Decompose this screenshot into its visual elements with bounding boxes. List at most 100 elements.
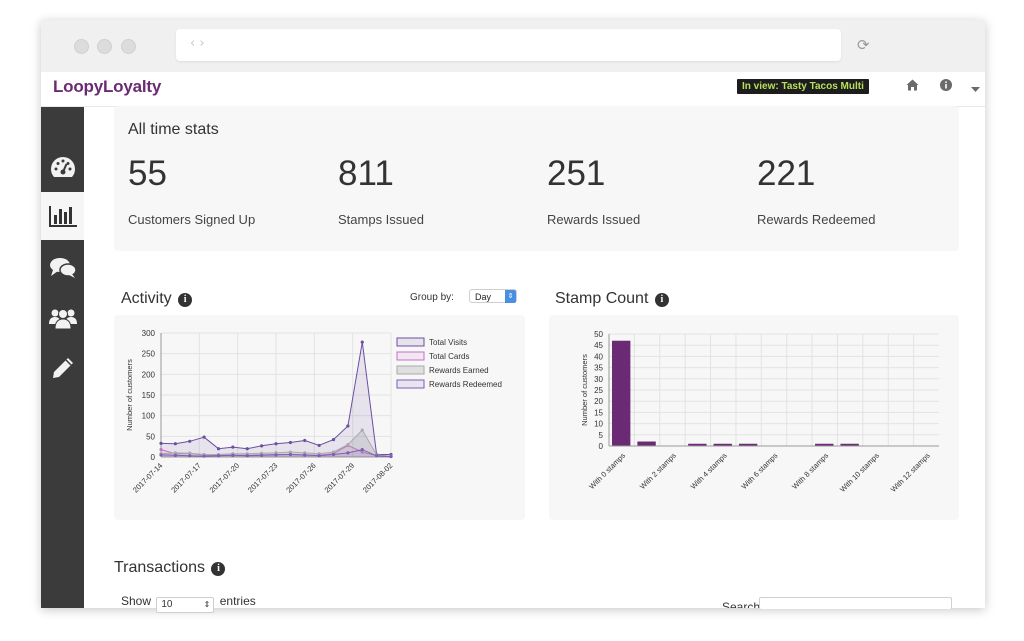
data-point <box>331 452 336 457</box>
group-by-value: Day <box>475 292 492 302</box>
x-tick-label: 2017-07-14 <box>131 461 164 494</box>
all-time-stats-title: All time stats <box>128 121 219 138</box>
data-point <box>346 443 350 447</box>
stamp-count-panel: 0 5 10 15 20 25 30 35 40 45 50 With 0 stamps With 2 … <box>549 315 959 520</box>
stamp-count-title: Stamp Count i <box>555 290 669 308</box>
activity-panel: 0 50 100 150 200 250 300 2017-07-14 2017-07-17 20… <box>114 315 525 520</box>
speedometer-icon <box>50 157 75 177</box>
series-area <box>161 430 391 457</box>
sidebar-item-edit[interactable] <box>41 344 84 392</box>
x-tick-label: 2017-08-02 <box>361 461 394 494</box>
data-point <box>173 451 177 455</box>
data-point <box>245 447 249 451</box>
logo-text-loopy: Loopy <box>53 77 103 96</box>
reload-icon[interactable]: ⟳ <box>857 36 870 54</box>
stat-value-rewards-issued: 251 <box>547 154 606 193</box>
info-icon[interactable]: i <box>654 293 669 307</box>
series-area <box>161 342 391 457</box>
data-point <box>331 450 336 454</box>
info-icon[interactable]: i <box>211 562 226 576</box>
browser-chrome: ‹ › ⟳ <box>41 20 985 73</box>
data-point <box>274 442 278 446</box>
data-point <box>360 428 364 432</box>
legend-swatch <box>396 365 425 375</box>
bar <box>815 443 834 446</box>
data-point <box>303 453 307 457</box>
group-by-label: Group by: <box>410 292 454 303</box>
data-point <box>202 454 206 458</box>
data-point <box>317 454 321 458</box>
data-point <box>346 424 350 428</box>
legend-swatch <box>396 337 425 347</box>
sidebar-item-dashboard[interactable] <box>41 143 84 191</box>
stamp-count-chart: 0 5 10 15 20 25 30 35 40 45 50 With 0 stamps With 2 … <box>580 330 939 494</box>
users-icon <box>48 309 77 329</box>
comments-icon <box>49 258 77 278</box>
logo-text-loyalty: Loyalty <box>103 77 162 96</box>
sidebar <box>41 107 84 608</box>
entries-select[interactable]: 10 ⇕ <box>156 597 215 613</box>
stat-label-rewards-redeemed: Rewards Redeemed <box>757 212 876 227</box>
data-point <box>231 445 235 449</box>
group-by-select[interactable]: Day ⇕ <box>469 289 517 303</box>
data-point <box>360 340 364 344</box>
home-icon[interactable] <box>906 79 919 95</box>
x-tick-label: 2017-07-17 <box>169 461 202 494</box>
logo[interactable]: LoopyLoyalty <box>53 77 161 97</box>
y-tick-label: 10 <box>594 420 603 429</box>
y-axis-label: Number of customers <box>125 359 134 431</box>
legend-swatch <box>396 379 425 389</box>
pencil-icon <box>52 358 73 378</box>
x-tick-label: 2017-07-20 <box>208 461 241 494</box>
sidebar-item-stats[interactable] <box>41 192 84 240</box>
window-minimize-dot[interactable] <box>97 39 112 54</box>
search-input[interactable] <box>759 597 952 609</box>
data-point <box>188 451 192 455</box>
legend-label: Rewards Redeemed <box>429 380 502 389</box>
data-point <box>346 451 350 455</box>
window-close-dot[interactable] <box>74 39 89 54</box>
entries-value: 10 <box>161 599 173 610</box>
x-tick-label: With 4 stamps <box>689 451 729 491</box>
info-icon[interactable]: i <box>178 293 193 307</box>
data-point <box>288 450 292 454</box>
y-tick-label: 45 <box>594 341 603 350</box>
address-bar[interactable]: ‹ › <box>176 29 841 61</box>
sidebar-item-customers[interactable] <box>41 294 84 342</box>
back-forward-icon[interactable]: ‹ › <box>190 36 205 51</box>
y-tick-label: 0 <box>599 442 604 451</box>
window-maximize-dot[interactable] <box>121 39 136 54</box>
bar-chart-icon <box>48 206 77 227</box>
bar <box>738 443 758 446</box>
info-icon[interactable] <box>940 79 952 95</box>
y-tick-label: 300 <box>142 329 156 338</box>
y-tick-label: 250 <box>142 350 156 359</box>
data-point <box>188 439 192 443</box>
stat-value-stamps: 811 <box>338 154 394 193</box>
bar <box>840 443 859 446</box>
search-label: Search: <box>722 600 764 608</box>
transactions-title-text: Transactions <box>114 559 205 576</box>
data-point <box>260 444 264 448</box>
data-point <box>288 452 292 457</box>
activity-title: Activity i <box>121 290 193 308</box>
caret-down-icon[interactable] <box>971 82 980 97</box>
data-point <box>216 454 221 458</box>
data-point <box>216 447 221 451</box>
show-entries: Show 10 ⇕ entries <box>121 594 256 613</box>
data-point <box>375 454 379 458</box>
y-tick-label: 150 <box>142 391 156 400</box>
data-point <box>389 454 393 459</box>
transactions-title: Transactions i <box>114 559 226 577</box>
data-point <box>159 453 163 457</box>
y-tick-label: 50 <box>146 432 155 441</box>
data-point <box>360 447 364 452</box>
data-point <box>202 435 206 439</box>
sidebar-item-messages[interactable] <box>41 244 84 292</box>
data-point <box>288 440 292 445</box>
x-tick-label: 2017-07-29 <box>323 461 356 494</box>
y-tick-label: 20 <box>594 397 603 406</box>
y-tick-label: 50 <box>594 330 603 339</box>
data-point <box>331 438 336 442</box>
